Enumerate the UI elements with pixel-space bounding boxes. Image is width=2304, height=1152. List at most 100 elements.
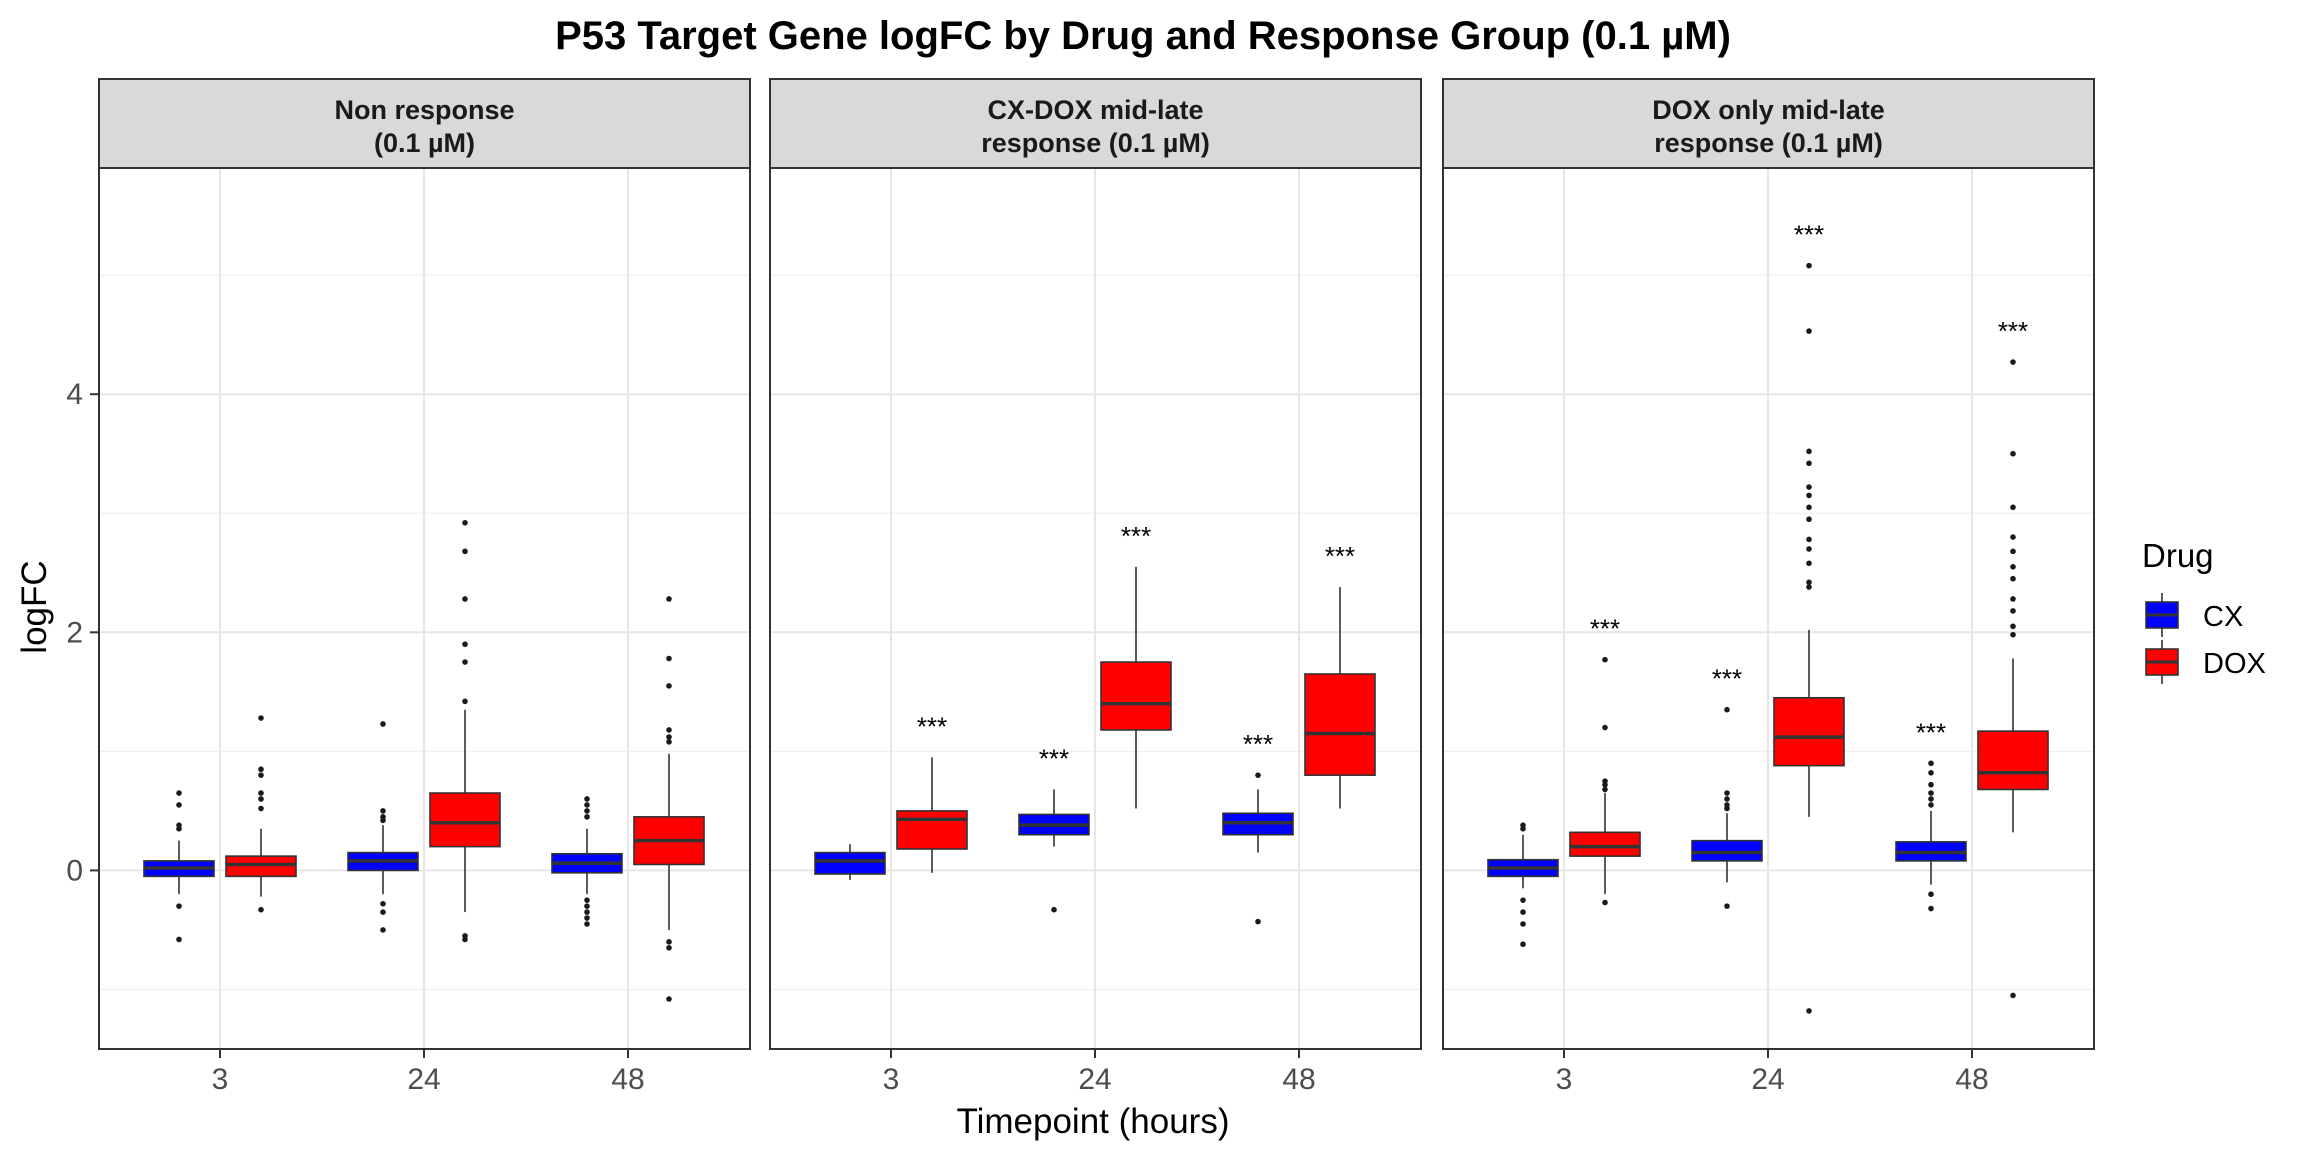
outlier-point xyxy=(1806,492,1812,499)
boxplot-cx xyxy=(1487,822,1559,948)
outlier-point xyxy=(1806,536,1812,543)
facet-strip-label: CX-DOX mid-late xyxy=(987,95,1203,125)
box xyxy=(1569,831,1641,857)
boxplot-cx: *** xyxy=(1018,743,1090,913)
significance-label: *** xyxy=(1712,664,1742,694)
outlier-point xyxy=(1520,921,1526,927)
outlier-point xyxy=(462,659,468,665)
outlier-point xyxy=(380,721,386,727)
y-tick-label: 0 xyxy=(66,854,83,887)
outlier-point xyxy=(1255,772,1261,778)
outlier-point xyxy=(462,596,468,602)
outlier-point xyxy=(1520,825,1526,832)
outlier-point xyxy=(1928,760,1934,767)
significance-label: *** xyxy=(1325,541,1355,571)
outlier-point xyxy=(1928,769,1934,776)
x-tick-label: 24 xyxy=(1751,1063,1784,1096)
outlier-point xyxy=(584,814,590,820)
outlier-point xyxy=(1806,262,1812,269)
legend-key-cx xyxy=(2145,593,2179,637)
outlier-point xyxy=(584,909,590,915)
boxplot-dox xyxy=(429,519,501,943)
outlier-point xyxy=(2010,504,2016,511)
outlier-point xyxy=(1602,781,1608,788)
outlier-point xyxy=(1928,905,1934,912)
boxplot-cx: *** xyxy=(1691,664,1763,909)
outlier-point xyxy=(2010,623,2016,630)
outlier-point xyxy=(176,802,182,808)
outlier-point xyxy=(258,772,264,778)
facet-strip-label: response (0.1 µM) xyxy=(981,128,1210,158)
outlier-point xyxy=(1602,656,1608,663)
x-tick-label: 3 xyxy=(1556,1063,1573,1096)
outlier-point xyxy=(666,945,672,951)
outlier-point xyxy=(1724,805,1730,812)
boxplot-cx xyxy=(814,844,886,880)
outlier-point xyxy=(584,915,590,921)
outlier-point xyxy=(176,825,182,832)
significance-label: *** xyxy=(1794,220,1824,250)
outlier-point xyxy=(462,548,468,555)
x-tick-label: 48 xyxy=(1955,1063,1988,1096)
boxplot-dox: *** xyxy=(896,711,968,873)
box xyxy=(1773,696,1845,767)
outlier-point xyxy=(2010,564,2016,570)
outlier-point xyxy=(584,921,590,927)
box xyxy=(225,855,297,878)
significance-label: *** xyxy=(1039,743,1069,773)
outlier-point xyxy=(2010,359,2016,365)
significance-label: *** xyxy=(1916,717,1946,747)
outlier-point xyxy=(1928,781,1934,788)
boxplot-cx xyxy=(143,790,215,943)
significance-label: *** xyxy=(1243,729,1273,759)
legend-title: Drug xyxy=(2142,537,2214,574)
outlier-point xyxy=(584,808,590,814)
outlier-point xyxy=(1928,802,1934,808)
outlier-point xyxy=(1928,790,1934,796)
outlier-point xyxy=(666,596,672,602)
outlier-point xyxy=(1806,484,1812,490)
outlier-point xyxy=(666,727,672,733)
boxplot-cx xyxy=(551,796,623,927)
outlier-point xyxy=(380,900,386,907)
outlier-point xyxy=(2010,548,2016,555)
outlier-point xyxy=(1928,891,1934,898)
outlier-point xyxy=(666,939,672,945)
box xyxy=(1100,661,1172,731)
box xyxy=(429,792,501,848)
outlier-point xyxy=(1724,706,1730,713)
outlier-point xyxy=(1520,897,1526,903)
outlier-point xyxy=(666,996,672,1002)
outlier-point xyxy=(1520,909,1526,915)
boxplot-dox: *** xyxy=(1569,614,1641,906)
outlier-point xyxy=(1602,724,1608,731)
facet-strip-label: DOX only mid-late xyxy=(1652,95,1885,125)
outlier-point xyxy=(2010,608,2016,614)
boxplot-cx xyxy=(347,721,419,933)
x-tick-label: 24 xyxy=(1078,1063,1111,1096)
outlier-point xyxy=(1255,918,1261,925)
outlier-point xyxy=(584,802,590,808)
facet-strip-label: (0.1 µM) xyxy=(374,128,475,158)
outlier-point xyxy=(1806,584,1812,590)
outlier-point xyxy=(1928,796,1934,802)
outlier-point xyxy=(462,936,468,943)
outlier-point xyxy=(2010,534,2016,540)
facet-strip-label: Non response xyxy=(334,95,514,125)
outlier-point xyxy=(462,698,468,705)
outlier-point xyxy=(258,715,264,721)
significance-label: *** xyxy=(917,711,947,741)
box xyxy=(1977,730,2049,791)
outlier-point xyxy=(176,903,182,909)
boxplot-cx: *** xyxy=(1895,717,1967,912)
outlier-point xyxy=(1806,560,1812,567)
outlier-point xyxy=(1520,941,1526,948)
outlier-point xyxy=(1806,328,1812,334)
outlier-point xyxy=(584,903,590,909)
significance-label: *** xyxy=(1998,316,2028,346)
outlier-point xyxy=(258,805,264,812)
facet-strip-label: response (0.1 µM) xyxy=(1654,128,1883,158)
box xyxy=(1691,839,1763,862)
significance-label: *** xyxy=(1121,521,1151,551)
